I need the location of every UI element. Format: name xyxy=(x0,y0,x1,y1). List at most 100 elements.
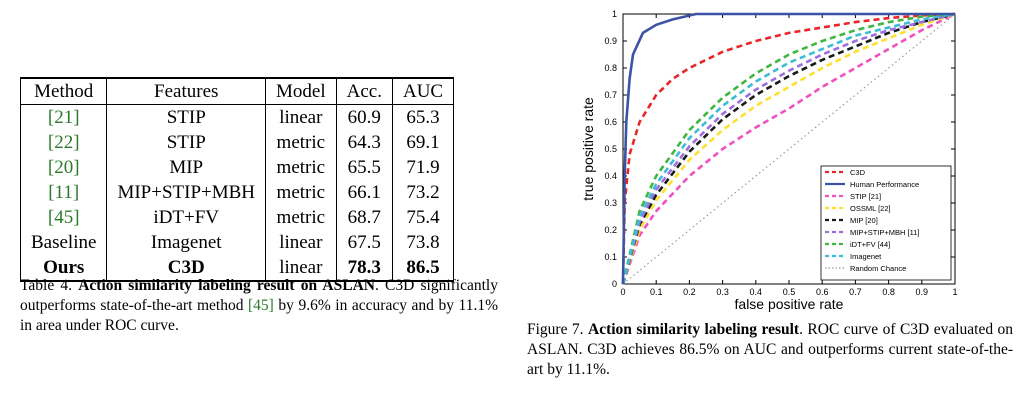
model-cell: metric xyxy=(265,155,337,180)
model-cell: linear xyxy=(265,230,337,255)
x-tick-label: 0.1 xyxy=(650,287,663,297)
series-line xyxy=(621,12,956,285)
model-cell: linear xyxy=(265,104,337,130)
y-tick-label: 0.9 xyxy=(604,36,617,46)
model-cell: metric xyxy=(265,130,337,155)
y-tick-label: 1 xyxy=(612,9,617,19)
x-tick-label: 0.9 xyxy=(916,287,929,297)
caption-text: . C3D significantly outperforms state-of… xyxy=(20,277,498,314)
method-cell[interactable]: [20] xyxy=(19,155,108,180)
series-line xyxy=(622,13,956,285)
table-row-ours: Ours C3D linear 78.3 86.5 xyxy=(19,255,455,281)
features-cell: Imagenet xyxy=(106,230,267,255)
auc-cell: 86.5 xyxy=(392,255,455,281)
caption-label: Figure 7. xyxy=(527,321,584,338)
legend-label: iDT+FV [44] xyxy=(850,240,890,249)
x-tick-label: 0.3 xyxy=(716,287,729,297)
acc-cell: 66.1 xyxy=(336,180,393,205)
caption-title: Action similarity labeling result xyxy=(588,321,800,338)
header-features: Features xyxy=(106,78,267,105)
legend-label: C3D xyxy=(850,168,866,177)
y-tick-label: 0.8 xyxy=(604,63,617,73)
acc-cell: 68.7 xyxy=(336,205,393,230)
features-cell: iDT+FV xyxy=(106,205,267,230)
table-row: [11] MIP+STIP+MBH metric 66.1 73.2 xyxy=(19,180,455,205)
auc-cell: 69.1 xyxy=(392,130,455,155)
header-auc: AUC xyxy=(392,78,455,105)
roc-chart: 0 0.1 0.2 0.3 0.4 0.5 0.6 0.7 0.8 0.9 1 0 0.1 0.2 0.3 0… xyxy=(580,9,958,312)
x-tick-label: 0.5 xyxy=(783,287,796,297)
table-row: [21] STIP linear 60.9 65.3 xyxy=(19,104,455,130)
legend-label: Imagenet xyxy=(850,252,882,261)
method-cell: Ours xyxy=(19,255,108,281)
acc-cell: 65.5 xyxy=(336,155,393,180)
plot-series xyxy=(621,12,956,285)
method-cell[interactable]: [45] xyxy=(19,205,108,230)
acc-cell: 60.9 xyxy=(336,104,393,130)
legend-label: OSSML [22] xyxy=(850,204,891,213)
x-axis-label: false positive rate xyxy=(735,296,844,312)
y-axis-label: true positive rate xyxy=(580,97,596,201)
method-cell[interactable]: [21] xyxy=(19,104,108,130)
y-tick-label: 0.3 xyxy=(604,198,617,208)
features-cell: C3D xyxy=(106,255,267,281)
header-acc: Acc. xyxy=(336,78,393,105)
header-method: Method xyxy=(19,78,108,105)
header-model: Model xyxy=(265,78,337,105)
table-row: Baseline Imagenet linear 67.5 73.8 xyxy=(19,230,455,255)
auc-cell: 73.2 xyxy=(392,180,455,205)
y-tick-label: 0.6 xyxy=(604,117,617,127)
x-tick-label: 0 xyxy=(620,287,625,297)
auc-cell: 65.3 xyxy=(392,104,455,130)
acc-cell: 78.3 xyxy=(336,255,393,281)
legend-label: Human Performance xyxy=(850,180,919,189)
series-line xyxy=(621,12,956,285)
series-line xyxy=(621,12,955,285)
figure-caption: Figure 7. Action similarity labeling res… xyxy=(527,320,1013,380)
x-tick-label: 0.6 xyxy=(816,287,829,297)
y-tick-label: 0 xyxy=(612,279,617,289)
legend-label: MIP+STIP+MBH [11] xyxy=(850,228,919,237)
features-cell: MIP xyxy=(106,155,267,180)
auc-cell: 73.8 xyxy=(392,230,455,255)
series-line xyxy=(621,12,956,285)
legend-label: MIP [20] xyxy=(850,216,878,225)
table-caption: Table 4. Action similarity labeling resu… xyxy=(20,276,498,336)
acc-cell: 67.5 xyxy=(336,230,393,255)
features-cell: MIP+STIP+MBH xyxy=(106,180,267,205)
y-tick-label: 0.5 xyxy=(604,144,617,154)
table-row: [20] MIP metric 65.5 71.9 xyxy=(19,155,455,180)
x-tick-label: 0.8 xyxy=(882,287,895,297)
series-line xyxy=(621,12,956,285)
model-cell: linear xyxy=(265,255,337,281)
y-tick-label: 0.1 xyxy=(604,252,617,262)
table-row: [45] iDT+FV metric 68.7 75.4 xyxy=(19,205,455,230)
legend-label: STIP [21] xyxy=(850,192,881,201)
x-tick-label: 1 xyxy=(952,287,957,297)
x-tick-label: 0.7 xyxy=(849,287,862,297)
chart-legend: C3D Human Performance STIP [21] OSSML [22] M… xyxy=(820,165,952,281)
model-cell: metric xyxy=(265,180,337,205)
caption-title: Action similarity labeling result on ASL… xyxy=(78,277,375,294)
method-cell[interactable]: [11] xyxy=(19,180,108,205)
series-line xyxy=(621,12,956,285)
auc-cell: 75.4 xyxy=(392,205,455,230)
features-cell: STIP xyxy=(106,104,267,130)
y-tick-label: 0.7 xyxy=(604,90,617,100)
y-tick-label: 0.4 xyxy=(604,171,617,181)
caption-label: Table 4. xyxy=(20,277,73,294)
acc-cell: 64.3 xyxy=(336,130,393,155)
caption-text: by 9.6% in accuracy and by 11.1% in area… xyxy=(20,297,498,334)
caption-text: . ROC curve of C3D evaluated on ASLAN. C… xyxy=(527,321,1014,378)
method-cell: Baseline xyxy=(19,230,108,255)
table-row: [22] STIP metric 64.3 69.1 xyxy=(19,130,455,155)
x-tick-label: 0.4 xyxy=(750,287,763,297)
model-cell: metric xyxy=(265,205,337,230)
y-tick-label: 0.2 xyxy=(604,225,617,235)
method-cell[interactable]: [22] xyxy=(19,130,108,155)
table-header-row: Method Features Model Acc. AUC xyxy=(19,78,455,105)
auc-cell: 71.9 xyxy=(392,155,455,180)
legend-label: Random Chance xyxy=(850,264,906,273)
x-tick-label: 0.2 xyxy=(683,287,696,297)
citation-link[interactable]: [45] xyxy=(248,297,274,314)
